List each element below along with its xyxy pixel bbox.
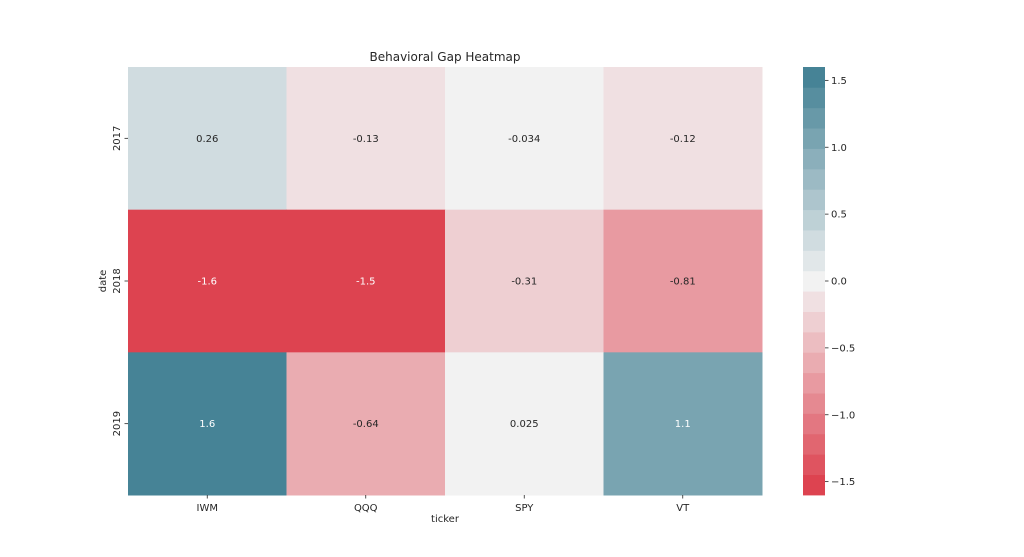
colorbar-tick-label: −1.0 <box>831 410 855 421</box>
colorbar-ticks: 1.5 1.0 0.5 0.0 −0.5 −1.0 −1.5 <box>825 76 855 488</box>
colorbar-tick-label: −1.5 <box>831 477 855 488</box>
colorbar-bin <box>803 87 825 109</box>
cell-value-label: -0.12 <box>670 134 696 145</box>
colorbar-bin <box>803 331 825 353</box>
colorbar-bin <box>803 128 825 149</box>
cell-value-label: 0.26 <box>196 134 218 145</box>
heatmap-cell <box>603 67 763 211</box>
heatmap-cell <box>603 352 763 496</box>
colorbar-bin <box>803 393 825 414</box>
x-tick-label: QQQ <box>354 503 378 514</box>
colorbar-bin <box>803 148 825 170</box>
cell-value-label: -0.13 <box>353 134 379 145</box>
heatmap-cell <box>128 67 287 211</box>
colorbar-tick-label: −0.5 <box>831 343 855 354</box>
cell-value-label: -0.31 <box>511 277 537 288</box>
colorbar-tick-label: 1.5 <box>831 76 847 87</box>
cell-value-label: -0.034 <box>508 134 540 145</box>
colorbar-tick-label: 1.0 <box>831 143 847 154</box>
x-tick-label: IWM <box>197 503 218 514</box>
y-tick-label: 2017 <box>112 126 123 151</box>
y-axis-title: date <box>98 270 109 293</box>
heatmap-cell <box>128 209 287 353</box>
x-tick-label: SPY <box>515 503 534 514</box>
y-tick-label: 2019 <box>112 411 123 436</box>
colorbar-bin <box>803 67 825 88</box>
heatmap-cells <box>128 67 763 496</box>
heatmap-cell <box>445 352 604 496</box>
cell-value-label: -0.64 <box>353 419 379 430</box>
heatmap-cell <box>603 209 763 353</box>
heatmap-cell-labels: 0.26 -0.13 -0.034 -0.12 -1.6 -1.5 -0.31 -0.81 1.… <box>196 134 696 430</box>
cell-value-label: 0.025 <box>510 419 539 430</box>
heatmap-cell <box>286 209 446 353</box>
cell-value-label: -1.5 <box>356 277 376 288</box>
heatmap-cell <box>128 352 287 496</box>
colorbar-bin <box>803 291 825 312</box>
colorbar-bin <box>803 270 825 292</box>
colorbar-bin <box>803 413 825 435</box>
colorbar-bin <box>803 209 825 231</box>
cell-value-label: -0.81 <box>670 277 696 288</box>
colorbar-tick-label: 0.5 <box>831 210 847 221</box>
colorbar-bin <box>803 311 825 333</box>
colorbar-bin <box>803 474 825 496</box>
chart-title: Behavioral Gap Heatmap <box>370 50 521 64</box>
heatmap-cell <box>286 67 446 211</box>
y-axis-ticks: 2017 2018 2019 <box>112 126 128 436</box>
colorbar-tick-label: 0.0 <box>831 277 847 288</box>
y-tick-label: 2018 <box>112 268 123 293</box>
x-tick-label: VT <box>676 503 690 514</box>
colorbar-bin <box>803 168 825 190</box>
cell-value-label: 1.1 <box>675 419 691 430</box>
x-axis-title: ticker <box>431 514 460 525</box>
colorbar-bin <box>803 189 825 211</box>
colorbar-bin <box>803 352 825 374</box>
heatmap-cell <box>286 352 446 496</box>
colorbar-bin <box>803 433 825 455</box>
colorbar <box>803 67 825 496</box>
heatmap-cell <box>445 67 604 211</box>
colorbar-bin <box>803 230 825 251</box>
colorbar-bin <box>803 372 825 394</box>
colorbar-bin <box>803 250 825 272</box>
heatmap-cell <box>445 209 604 353</box>
cell-value-label: -1.6 <box>197 277 217 288</box>
cell-value-label: 1.6 <box>199 419 215 430</box>
colorbar-bin <box>803 107 825 129</box>
colorbar-bin <box>803 454 825 476</box>
x-axis-ticks: IWM QQQ SPY VT <box>197 495 690 514</box>
